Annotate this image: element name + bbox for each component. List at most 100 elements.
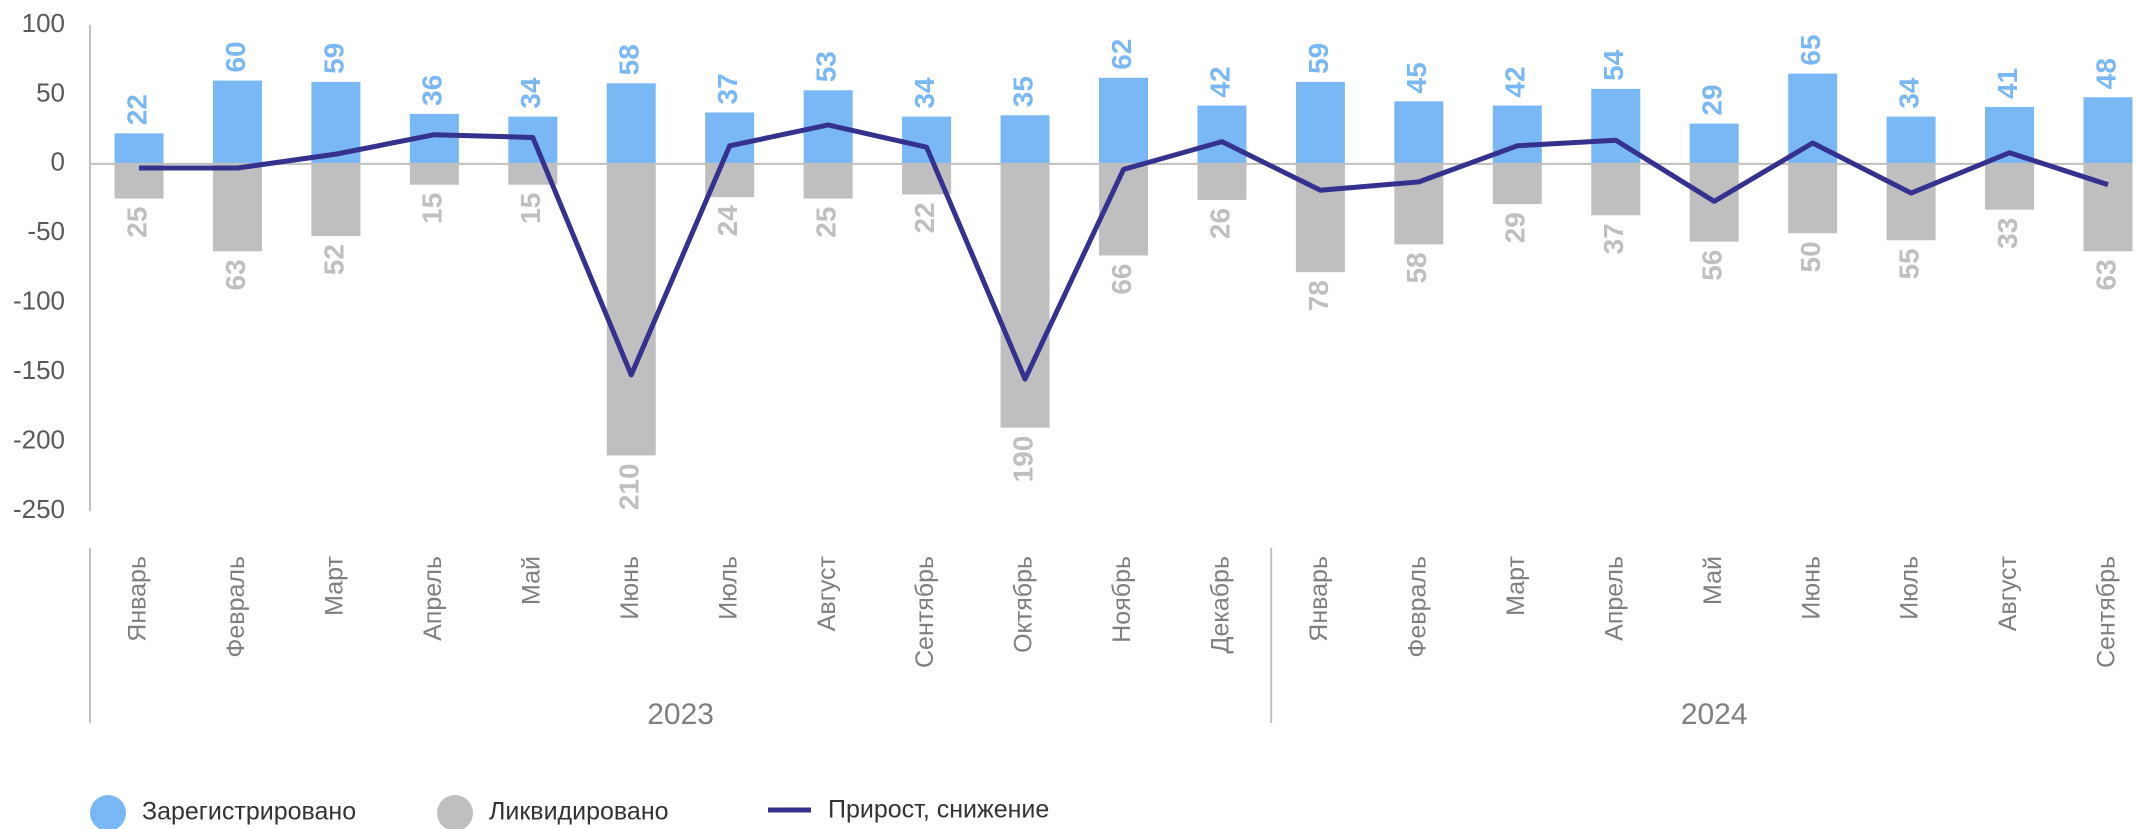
bar [1492, 105, 1542, 164]
data-label: 58 [1401, 252, 1432, 283]
data-label: 37 [1598, 223, 1629, 254]
data-label: 29 [1697, 84, 1728, 115]
x-tick-label: Август [1994, 555, 2022, 631]
data-label: 15 [515, 193, 546, 224]
bar [212, 80, 262, 164]
bar [705, 112, 755, 164]
data-label: 55 [1893, 248, 1924, 279]
x-tick-label: Январь [1305, 556, 1333, 642]
data-label: 53 [811, 51, 842, 82]
data-label: 42 [1500, 66, 1531, 97]
legend-label: Зарегистрировано [142, 798, 356, 826]
y-tick-label: -100 [13, 286, 65, 316]
bar [606, 83, 656, 164]
bar [1197, 105, 1247, 164]
x-tick-label: Февраль [1403, 556, 1431, 658]
data-label: 59 [318, 43, 349, 74]
bar [1197, 163, 1247, 200]
data-label: 25 [121, 207, 152, 238]
x-tick-label: Февраль [222, 556, 250, 658]
legend-label: Ликвидировано [489, 798, 669, 826]
x-tick-label: Сентябрь [911, 556, 939, 668]
data-label: 45 [1401, 62, 1432, 93]
data-label: 59 [1303, 43, 1334, 74]
data-label: 34 [515, 77, 546, 109]
bar [1295, 81, 1345, 164]
data-label: 65 [1795, 34, 1826, 65]
bar [409, 163, 459, 185]
x-tick-label: Декабрь [1207, 556, 1235, 653]
bar [1788, 163, 1838, 234]
data-label: 63 [2090, 259, 2121, 290]
y-tick-label: 0 [51, 147, 65, 177]
bar [1394, 101, 1444, 164]
data-label: 62 [1106, 39, 1137, 70]
x-tick-label: Август [813, 555, 841, 631]
bar [114, 133, 164, 164]
bar [1985, 163, 2035, 210]
data-label: 54 [1598, 49, 1629, 81]
x-tick-label: Январь [124, 556, 152, 642]
y-tick-label: -50 [27, 216, 65, 246]
data-label: 78 [1303, 280, 1334, 311]
legend-swatch [90, 795, 126, 829]
data-label: 34 [909, 77, 940, 109]
x-tick-label: Ноябрь [1108, 556, 1136, 643]
data-label: 37 [712, 73, 743, 104]
data-label: 33 [1992, 218, 2023, 249]
legend-label: Прирост, снижение [828, 796, 1049, 824]
x-tick-label: Май [517, 556, 545, 605]
bar [1492, 163, 1542, 205]
bar [1099, 77, 1148, 164]
x-tick-label: Март [321, 555, 349, 615]
data-label: 52 [318, 244, 349, 275]
y-tick-label: 50 [36, 77, 65, 107]
y-tick-label: 100 [22, 8, 65, 38]
data-label: 56 [1697, 250, 1728, 281]
x-tick-label: Июнь [616, 556, 644, 620]
bar [1886, 116, 1936, 164]
group-label: 2023 [647, 698, 714, 731]
x-tick-label: Май [1699, 556, 1727, 605]
data-label: 63 [220, 259, 251, 290]
bar [212, 163, 262, 252]
data-label: 29 [1500, 212, 1531, 243]
data-label: 41 [1992, 68, 2023, 99]
bar [1886, 163, 1936, 241]
x-tick-label: Март [1502, 555, 1530, 615]
bar [1000, 115, 1050, 164]
data-label: 48 [2090, 58, 2121, 89]
data-label: 210 [614, 463, 645, 510]
data-label: 34 [1893, 77, 1924, 109]
x-tick-label: Июль [1896, 556, 1924, 620]
data-label: 50 [1795, 241, 1826, 272]
bar [1000, 163, 1050, 428]
data-label: 15 [417, 193, 448, 224]
data-label: 25 [811, 207, 842, 238]
group-label: 2024 [1681, 698, 1748, 731]
x-tick-label: Апрель [419, 556, 447, 641]
data-label: 24 [712, 205, 743, 237]
data-label: 26 [1204, 208, 1235, 239]
bar [803, 163, 853, 199]
y-tick-label: -200 [13, 424, 65, 454]
y-tick-label: -250 [13, 494, 65, 524]
data-label: 66 [1106, 264, 1137, 295]
data-label: 42 [1204, 66, 1235, 97]
bar [1689, 123, 1739, 164]
x-tick-label: Апрель [1600, 556, 1628, 641]
data-label: 190 [1007, 436, 1038, 483]
legend-swatch [437, 795, 473, 829]
x-tick-label: Сентябрь [2093, 556, 2121, 668]
data-label: 22 [909, 202, 940, 233]
bar [902, 116, 952, 164]
line [139, 122, 2109, 382]
data-label: 35 [1007, 76, 1038, 107]
data-label: 36 [417, 75, 448, 106]
data-label: 58 [614, 44, 645, 75]
x-tick-label: Октябрь [1010, 556, 1038, 653]
x-tick-label: Июль [714, 556, 742, 620]
bar [2083, 97, 2133, 164]
data-label: 60 [220, 41, 251, 72]
